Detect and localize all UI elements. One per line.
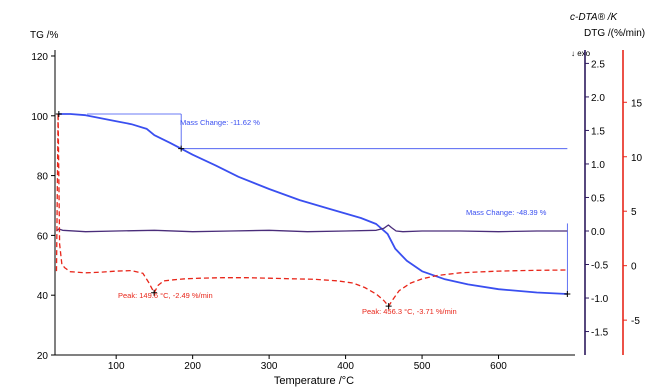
tg-tick-label: 120 bbox=[31, 52, 48, 63]
dta-ticks: 2.5 2.0 1.5 1.0 0.5 0.0 -0.5 -1.0 -1.5 bbox=[585, 59, 609, 339]
dtg-tick-label: 10 bbox=[631, 153, 643, 164]
dta-curve bbox=[56, 224, 568, 233]
x-tick-label: 300 bbox=[261, 361, 278, 372]
dta-tick-label: 1.5 bbox=[591, 126, 605, 137]
dta-tick-label: 2.5 bbox=[591, 59, 605, 70]
dta-tick-label: 0.5 bbox=[591, 193, 605, 204]
dtg-ticks: 15 10 5 0 -5 bbox=[623, 98, 643, 327]
tg-tick-label: 40 bbox=[37, 291, 49, 302]
tg-ticks: 20 40 60 80 100 120 bbox=[31, 52, 55, 362]
peak-label-1: Peak: 149.6 °C, -2.49 %/min bbox=[118, 291, 213, 300]
x-tick-label: 200 bbox=[184, 361, 201, 372]
dta-tick-label: 0.0 bbox=[591, 227, 605, 238]
dta-tick-label: -0.5 bbox=[591, 261, 609, 272]
peak-marker bbox=[151, 289, 158, 296]
peak-label-2: Peak: 456.3 °C, -3.71 %/min bbox=[362, 307, 457, 316]
tg-marker bbox=[55, 110, 62, 117]
x-tick-label: 100 bbox=[108, 361, 125, 372]
x-tick-label: 500 bbox=[414, 361, 431, 372]
exo-direction: ↓ exo bbox=[571, 49, 591, 58]
dta-axis-title: c-DTA® /K bbox=[570, 12, 619, 23]
tg-curve bbox=[58, 113, 568, 295]
x-tick-label: 400 bbox=[337, 361, 354, 372]
dta-tick-label: -1.0 bbox=[591, 294, 609, 305]
tg-tick-label: 100 bbox=[31, 112, 48, 123]
tg-marker bbox=[178, 145, 185, 152]
dta-tick-label: 2.0 bbox=[591, 93, 605, 104]
mass-change-label-2: Mass Change: -48.39 % bbox=[466, 208, 547, 217]
tg-tick-label: 80 bbox=[37, 172, 49, 183]
x-axis-title: Temperature /°C bbox=[274, 375, 354, 387]
x-ticks: 100 200 300 400 500 600 bbox=[108, 355, 507, 372]
dtg-tick-label: 0 bbox=[631, 262, 637, 273]
dta-tick-label: 1.0 bbox=[591, 160, 605, 171]
tg-tick-label: 60 bbox=[37, 231, 49, 242]
mass-change-label-1: Mass Change: -11.62 % bbox=[180, 118, 260, 127]
tg-tick-label: 20 bbox=[37, 351, 49, 362]
x-tick-label: 600 bbox=[490, 361, 507, 372]
tg-axis-title: TG /% bbox=[30, 30, 58, 41]
dta-tick-label: -1.5 bbox=[591, 328, 609, 339]
series-layer bbox=[55, 110, 571, 310]
dtg-tick-label: 15 bbox=[631, 98, 643, 109]
dtg-curve bbox=[55, 112, 568, 307]
peak-marker bbox=[385, 303, 392, 310]
tg-marker bbox=[564, 291, 571, 297]
dtg-tick-label: -5 bbox=[631, 316, 640, 327]
dtg-axis-title: DTG /(%/min) bbox=[584, 28, 645, 39]
mass-change-markers bbox=[87, 113, 568, 294]
dtg-tick-label: 5 bbox=[631, 207, 637, 218]
